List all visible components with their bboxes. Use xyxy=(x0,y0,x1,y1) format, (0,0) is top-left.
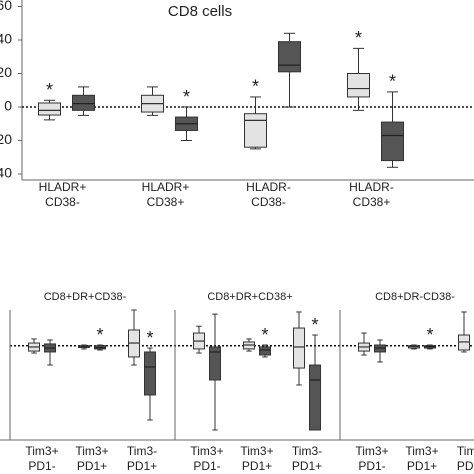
box xyxy=(144,351,156,396)
significance: * xyxy=(183,87,190,107)
x-tick-label: Tim3-PD1+ xyxy=(457,444,474,473)
box xyxy=(209,346,221,381)
x-tick-label: Tim3+ PD1+ xyxy=(75,444,108,473)
panel-title: CD8+DR+CD38+ xyxy=(207,291,292,303)
box xyxy=(244,113,267,148)
y-tick-label: 0 xyxy=(4,98,12,114)
box xyxy=(278,41,301,73)
significance: * xyxy=(252,77,259,97)
box xyxy=(293,327,305,369)
significance: * xyxy=(96,325,103,345)
significance: * xyxy=(426,325,433,345)
significance: * xyxy=(389,72,396,92)
box xyxy=(347,73,370,98)
significance: * xyxy=(311,315,318,335)
x-tick-label: HLADR+ CD38- xyxy=(39,180,87,209)
x-tick-label: Tim3-PD1+ xyxy=(292,444,322,473)
y-tick-label: 60 xyxy=(0,0,12,13)
chart-title: CD8 cells xyxy=(168,3,232,20)
y-tick-label: 20 xyxy=(0,131,12,147)
x-tick-label: Tim3+ PD1- xyxy=(25,444,58,473)
panel-title: CD8+DR+CD38- xyxy=(44,291,127,303)
box xyxy=(72,94,95,111)
y-tick-label: 20 xyxy=(0,64,12,80)
x-tick-label: Tim3+ PD1+ xyxy=(240,444,273,473)
y-tick-label: 40 xyxy=(0,31,12,47)
x-tick-label: HLADR+ CD38+ xyxy=(142,180,190,209)
x-tick-label: HLADR-CD38- xyxy=(246,180,291,209)
box xyxy=(309,364,321,431)
significance: * xyxy=(46,80,53,100)
box xyxy=(259,346,271,356)
y-tick-label: 40 xyxy=(0,165,12,181)
x-tick-label: Tim3+ PD1- xyxy=(190,444,223,473)
panel-title: CD8+DR-CD38- xyxy=(375,291,455,303)
x-tick-label: HLADR-CD38+ xyxy=(349,180,394,209)
significance: * xyxy=(261,325,268,345)
box xyxy=(381,121,404,162)
x-tick-label: Tim3+ PD1+ xyxy=(405,444,438,473)
x-tick-label: Tim3+ PD1- xyxy=(355,444,388,473)
significance: * xyxy=(146,328,153,348)
significance: * xyxy=(355,28,362,48)
box xyxy=(38,102,61,116)
x-tick-label: Tim3-PD1+ xyxy=(127,444,157,473)
